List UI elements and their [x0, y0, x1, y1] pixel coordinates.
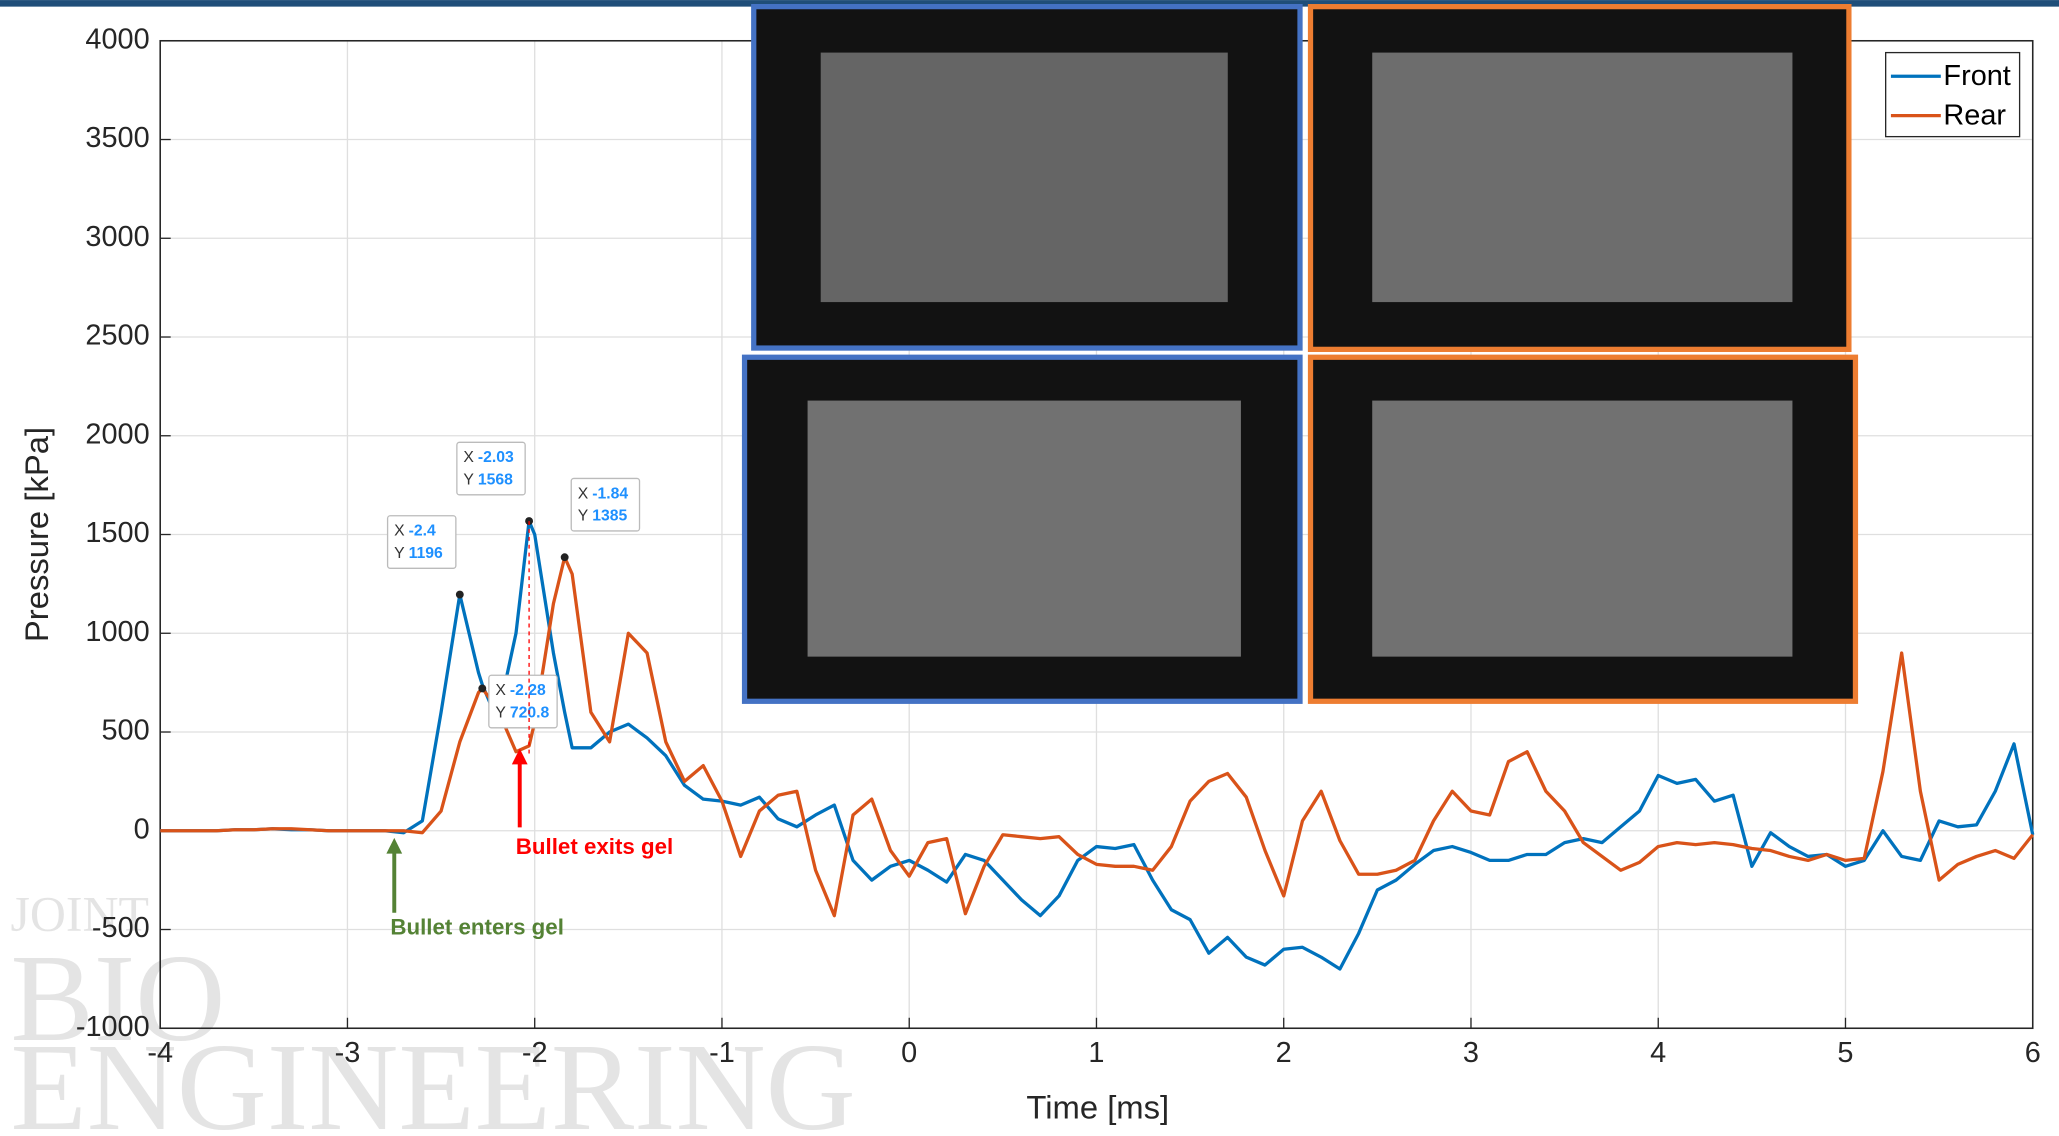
y-tick-label: 3500	[85, 122, 149, 154]
datatip-x-label: X	[495, 682, 506, 699]
datatip-box	[456, 441, 526, 496]
x-tick-label: 0	[901, 1037, 917, 1069]
lines	[160, 519, 2035, 971]
y-tick-label: 1000	[85, 616, 149, 648]
y-tick-label: -1000	[76, 1011, 150, 1043]
photo-gel	[807, 400, 1241, 657]
annotation-text: Bullet exits gel	[516, 834, 673, 859]
datatip-y-label: Y	[495, 705, 506, 722]
y-tick-label: -500	[92, 912, 150, 944]
annotation-arrowhead	[511, 748, 528, 765]
x-tick-label: 3	[1463, 1037, 1479, 1069]
datatip-y-value: 1385	[592, 508, 627, 525]
watermark-text: BIO	[11, 929, 226, 1067]
photo-gel	[1372, 52, 1793, 303]
watermark-text: JOINT	[11, 887, 150, 942]
y-axis-label: Pressure [kPa]	[18, 427, 55, 642]
datatips: X-2.4Y1196X-2.03Y1568X-1.84Y1385X-2.28Y7…	[386, 441, 641, 756]
x-tick-label: -2	[522, 1037, 548, 1069]
watermark-text: ENGINEERING	[11, 1018, 856, 1136]
y-tick-label: 1500	[85, 517, 149, 549]
annotation-text: Bullet enters gel	[390, 914, 564, 939]
datatip-x-value: -2.28	[510, 682, 546, 699]
y-tick-label: 500	[102, 715, 150, 747]
x-tick-label: -3	[335, 1037, 361, 1069]
y-tick-label: 3000	[85, 221, 149, 253]
datatip-point	[560, 553, 569, 562]
datatip-x-value: -1.84	[592, 485, 628, 502]
x-tick-label: -4	[147, 1037, 173, 1069]
datatip-box	[570, 477, 641, 532]
series-line	[160, 555, 2035, 918]
photos	[741, 4, 1859, 704]
datatip-point	[455, 590, 464, 599]
photo-gel	[820, 52, 1228, 303]
datatip-y-value: 1568	[478, 472, 513, 489]
legend-box	[1885, 51, 2021, 138]
x-tick-label: 6	[2025, 1037, 2041, 1069]
datatip-y-value: 1196	[409, 545, 443, 562]
y-tick-label: 2000	[85, 418, 149, 450]
y-tick-label: 0	[134, 813, 150, 845]
annotation-arrowhead	[386, 837, 403, 854]
datatip-x-value: -2.4	[409, 523, 436, 540]
x-axis-label: Time [ms]	[1026, 1088, 1169, 1125]
datatip-x-label: X	[394, 523, 405, 540]
top-banner	[0, 0, 2059, 7]
datatip-y-label: Y	[463, 472, 474, 489]
datatip-y-label: Y	[394, 545, 405, 562]
datatip-point	[478, 684, 487, 693]
x-tick-label: 4	[1650, 1037, 1666, 1069]
series-line	[160, 519, 2035, 971]
y-tick-label: 2500	[85, 320, 149, 352]
annotations: Bullet enters gel Bullet exits gel	[386, 748, 673, 939]
x-tick-label: -1	[709, 1037, 735, 1069]
x-tick-label: 1	[1088, 1037, 1104, 1069]
legend-label: Rear	[1943, 100, 2006, 132]
photo-gel	[1372, 400, 1793, 657]
legend-label: Front	[1943, 60, 2010, 92]
datatip-x-label: X	[578, 485, 589, 502]
datatip-box	[386, 515, 457, 569]
datatip-x-label: X	[463, 449, 474, 466]
datatip-x-value: -2.03	[478, 449, 514, 466]
datatip-box	[488, 674, 558, 729]
x-tick-label: 2	[1276, 1037, 1292, 1069]
datatip-y-label: Y	[578, 508, 589, 525]
x-tick-label: 5	[1837, 1037, 1853, 1069]
y-tick-label: 4000	[85, 23, 149, 55]
legend: Front Rear	[1885, 51, 2021, 138]
